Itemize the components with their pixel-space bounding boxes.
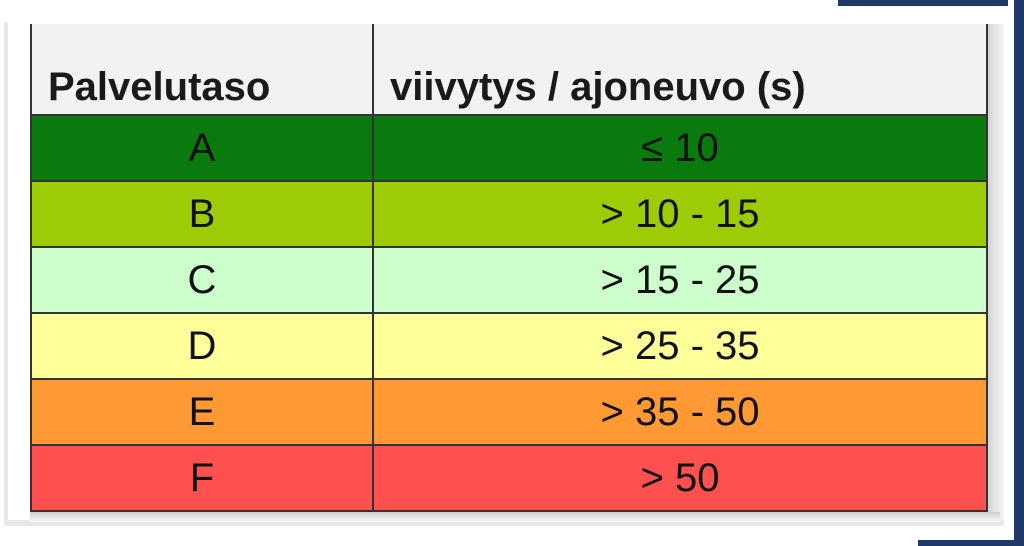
- table-row: E > 35 - 50: [30, 378, 988, 446]
- delay-cell: > 10 - 15: [372, 180, 988, 248]
- header-level: Palvelutaso: [30, 24, 374, 116]
- accent-bar-right: [1008, 0, 1024, 546]
- delay-cell: > 35 - 50: [372, 378, 988, 446]
- level-cell: F: [30, 444, 374, 512]
- level-cell: E: [30, 378, 374, 446]
- level-cell: B: [30, 180, 374, 248]
- table-shadow-bottom: [30, 512, 1000, 522]
- frame-edge-left: [4, 22, 8, 522]
- level-cell: D: [30, 312, 374, 380]
- level-of-service-table: Palvelutaso viivytys / ajoneuvo (s) A ≤ …: [30, 24, 988, 512]
- level-cell: C: [30, 246, 374, 314]
- frame-edge-bottom: [4, 520, 1004, 526]
- delay-cell: > 15 - 25: [372, 246, 988, 314]
- accent-bar-top: [838, 0, 1024, 6]
- table-row: C > 15 - 25: [30, 246, 988, 314]
- header-delay: viivytys / ajoneuvo (s): [372, 24, 988, 116]
- table-row: B > 10 - 15: [30, 180, 988, 248]
- table-row: A ≤ 10: [30, 114, 988, 182]
- level-cell: A: [30, 114, 374, 182]
- table-row: F > 50: [30, 444, 988, 512]
- accent-bar-bottom: [918, 540, 1024, 546]
- header-row: Palvelutaso viivytys / ajoneuvo (s): [30, 24, 988, 116]
- delay-cell: > 25 - 35: [372, 312, 988, 380]
- delay-cell: > 50: [372, 444, 988, 512]
- delay-cell: ≤ 10: [372, 114, 988, 182]
- table-row: D > 25 - 35: [30, 312, 988, 380]
- table-shadow-right: [986, 24, 1004, 520]
